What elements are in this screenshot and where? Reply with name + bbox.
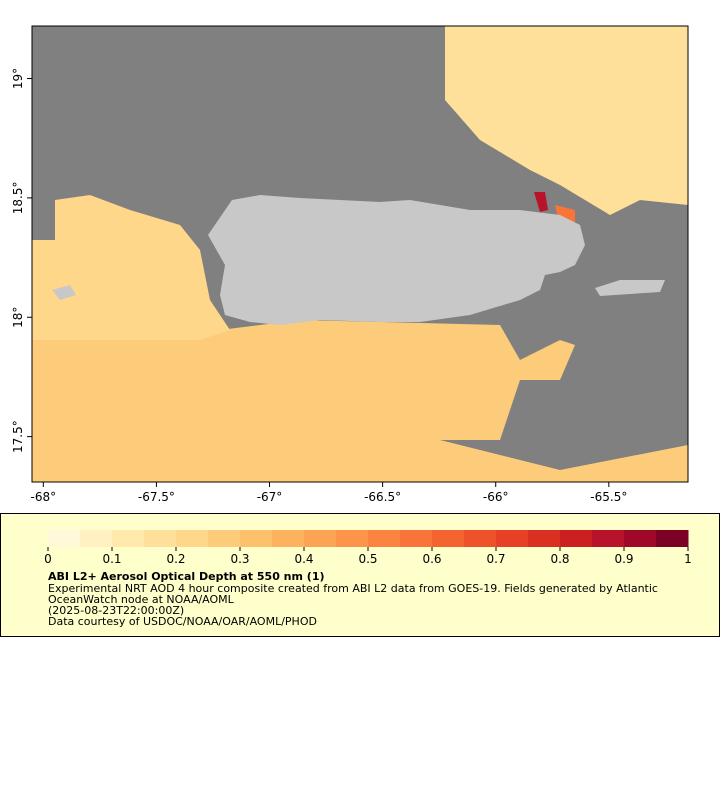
- aod-field: [445, 26, 688, 215]
- x-tick-label: -65.5°: [590, 490, 627, 504]
- colorbar-swatch: [368, 530, 401, 547]
- colorbar-tick-label: 1: [684, 552, 692, 566]
- colorbar-swatch: [240, 530, 273, 547]
- colorbar-swatch: [656, 530, 689, 547]
- aod-field: [534, 192, 548, 212]
- x-tick-label: -68°: [31, 490, 57, 504]
- colorbar-tick-label: 0.6: [422, 552, 441, 566]
- colorbar-tick-label: 0.3: [230, 552, 249, 566]
- colorbar-tick-label: 0.4: [294, 552, 313, 566]
- colorbar-swatch: [272, 530, 305, 547]
- vieques-land: [595, 280, 665, 296]
- colorbar-swatch: [624, 530, 657, 547]
- legend-text: Experimental NRT AOD 4 hour composite cr…: [48, 582, 658, 595]
- x-tick-label: -66°: [483, 490, 509, 504]
- aod-field: [32, 320, 688, 482]
- legend-text: Data courtesy of USDOC/NOAA/OAR/AOML/PHO…: [48, 615, 317, 628]
- legend-text: (2025-08-23T22:00:00Z): [48, 604, 184, 617]
- legend-title: ABI L2+ Aerosol Optical Depth at 550 nm …: [48, 570, 325, 583]
- colorbar-tick-label: 0: [44, 552, 52, 566]
- aod-field: [32, 195, 230, 340]
- colorbar-swatch: [80, 530, 113, 547]
- mona-land: [52, 285, 76, 300]
- x-tick-label: -66.5°: [364, 490, 401, 504]
- colorbar-swatch: [432, 530, 465, 547]
- colorbar-swatch: [464, 530, 497, 547]
- y-tick-label: 17.5°: [11, 420, 25, 453]
- y-tick-label: 18°: [11, 307, 25, 328]
- puerto-rico-land: [208, 195, 585, 325]
- colorbar-swatch: [176, 530, 209, 547]
- colorbar-swatch: [208, 530, 241, 547]
- colorbar-swatch: [336, 530, 369, 547]
- colorbar-swatch: [400, 530, 433, 547]
- colorbar-swatch: [496, 530, 529, 547]
- colorbar-tick-label: 0.8: [550, 552, 569, 566]
- colorbar-tick-label: 0.5: [358, 552, 377, 566]
- colorbar-swatch: [112, 530, 145, 547]
- colorbar-swatch: [528, 530, 561, 547]
- y-tick-label: 18.5°: [11, 182, 25, 215]
- colorbar-swatch: [48, 530, 81, 547]
- legend-text: OceanWatch node at NOAA/AOML: [48, 593, 235, 606]
- x-tick-label: -67.5°: [138, 490, 175, 504]
- colorbar-swatch: [144, 530, 177, 547]
- colorbar-swatch: [560, 530, 593, 547]
- colorbar-tick-label: 0.2: [166, 552, 185, 566]
- colorbar-tick-label: 0.1: [102, 552, 121, 566]
- plot-frame: [31, 25, 689, 483]
- y-tick-label: 19°: [11, 68, 25, 89]
- colorbar-swatch: [592, 530, 625, 547]
- colorbar-swatch: [304, 530, 337, 547]
- x-tick-label: -67°: [257, 490, 283, 504]
- colorbar-tick-label: 0.7: [486, 552, 505, 566]
- colorbar-tick-label: 0.9: [614, 552, 633, 566]
